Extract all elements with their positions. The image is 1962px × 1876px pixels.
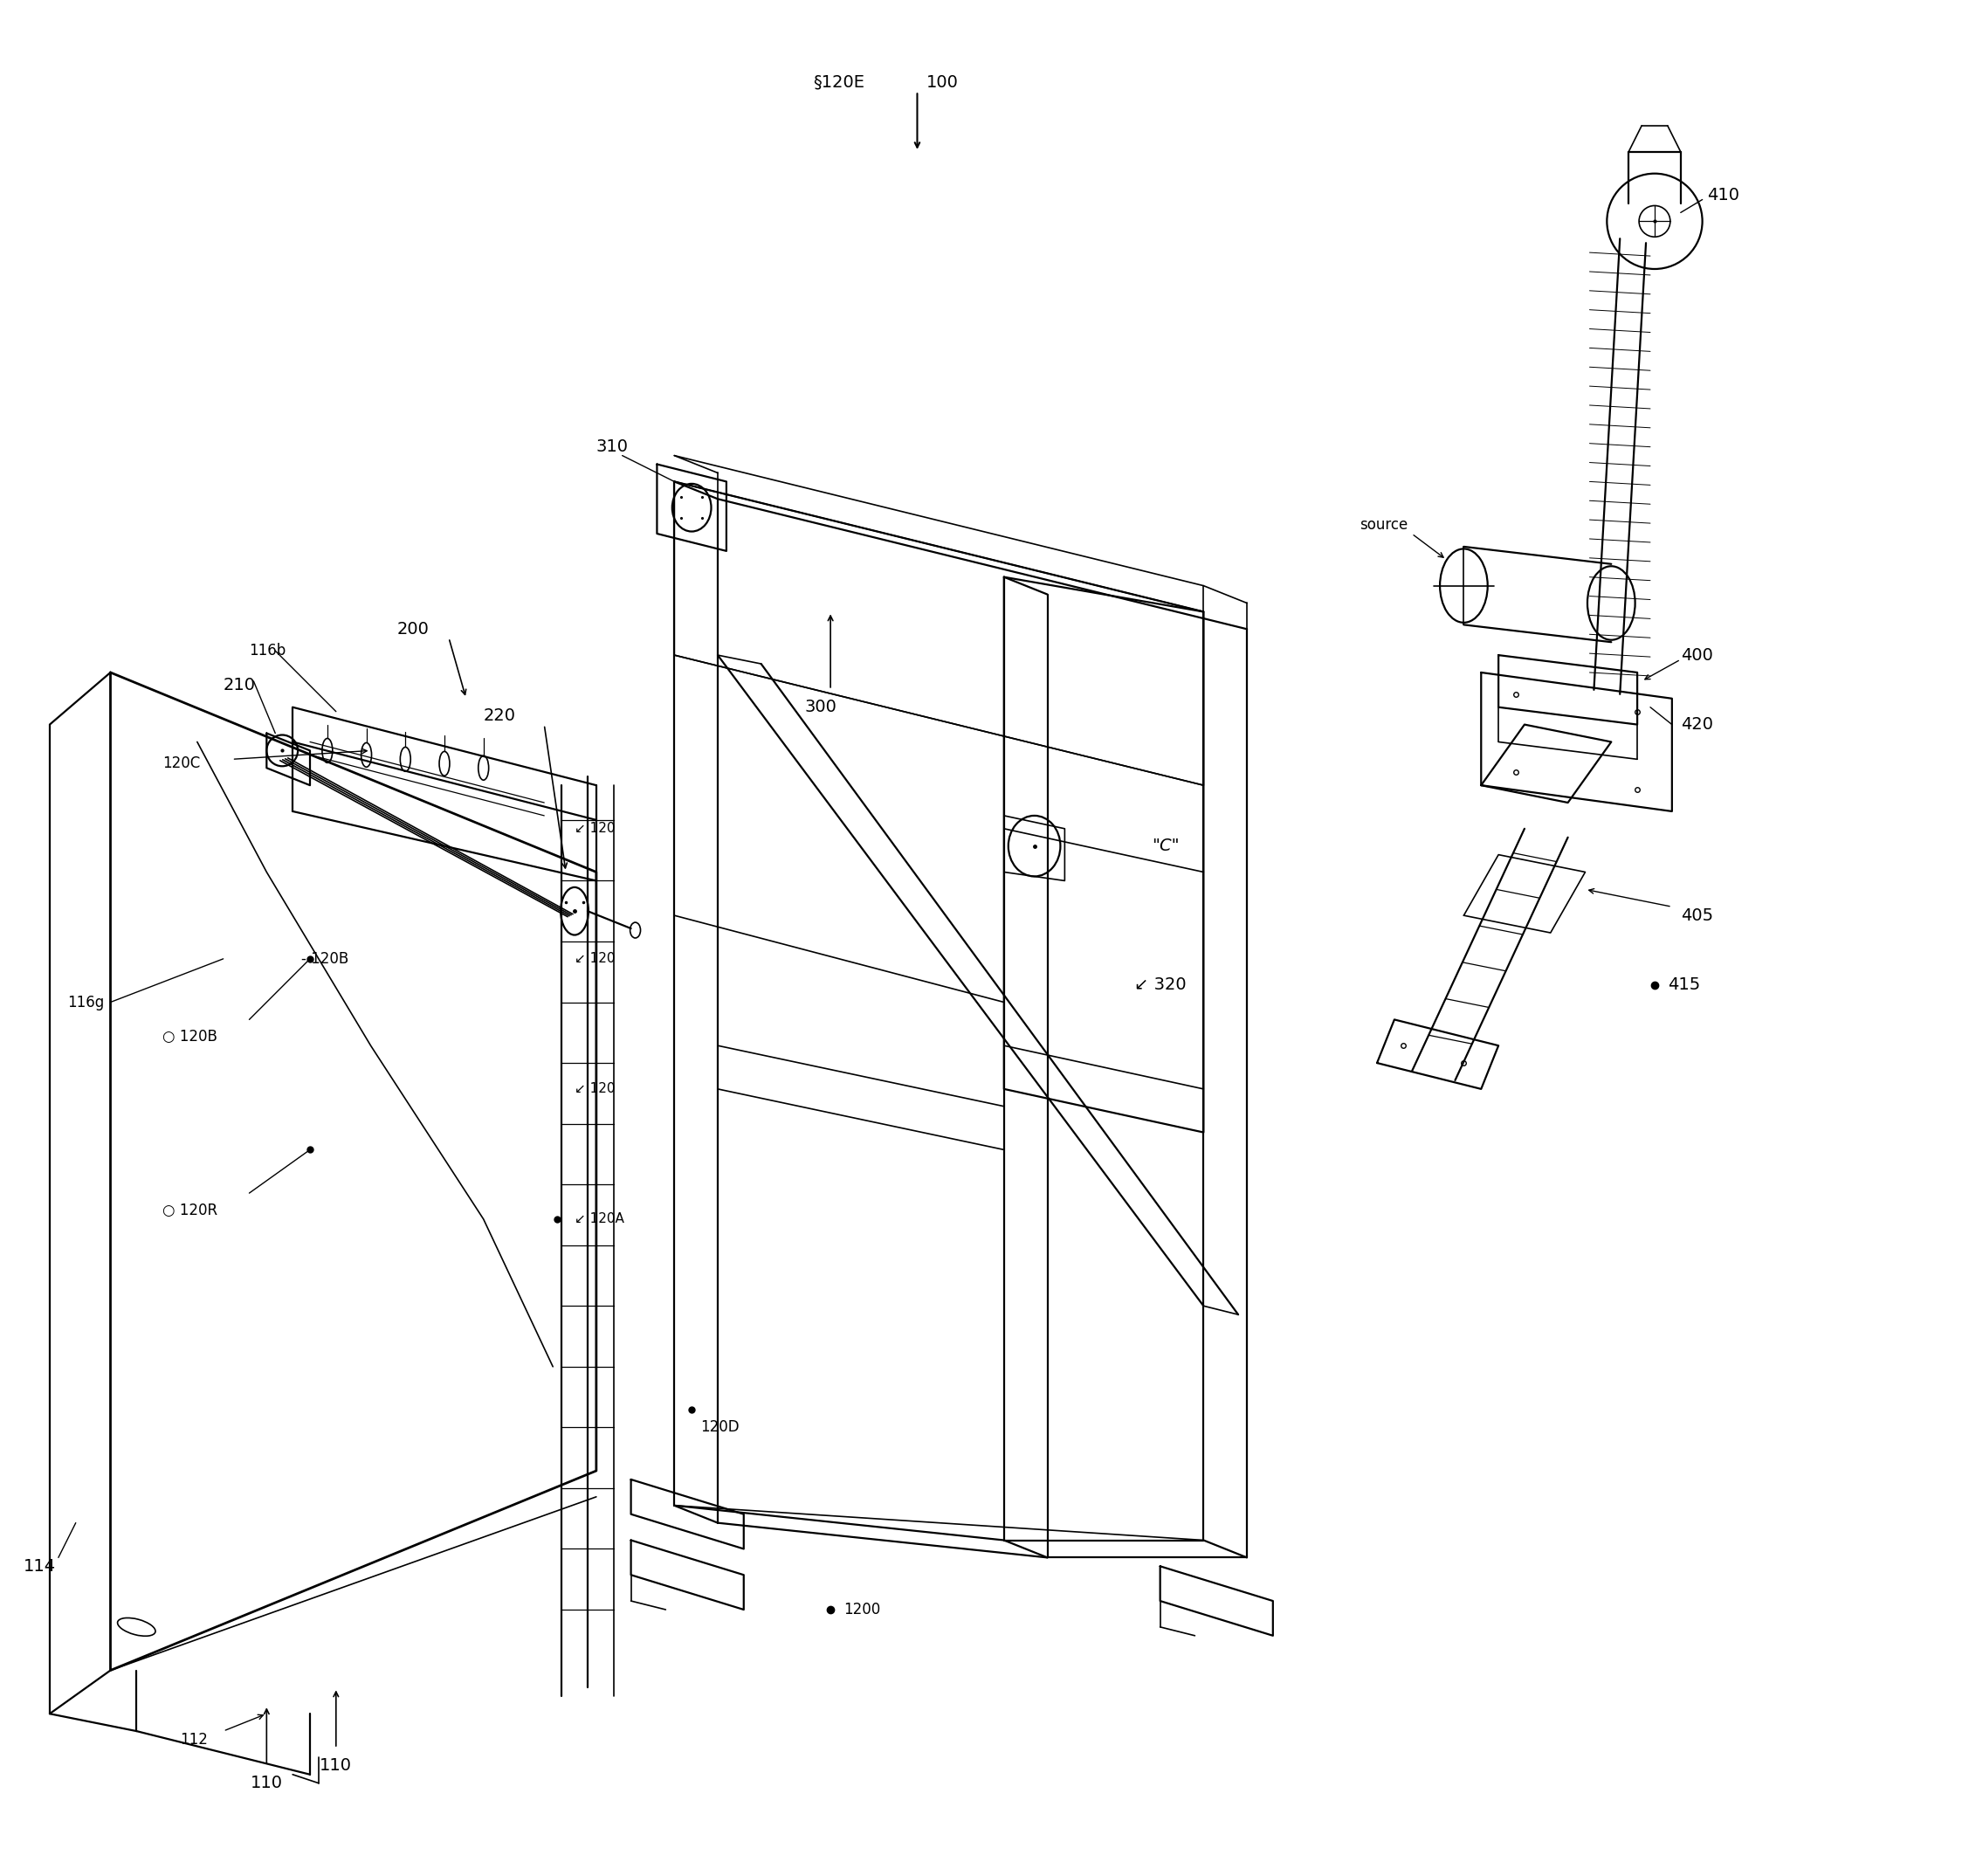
Text: 400: 400 xyxy=(1681,647,1713,664)
Text: ↙ 120: ↙ 120 xyxy=(575,1082,616,1096)
Text: source: source xyxy=(1360,518,1409,533)
Text: 114: 114 xyxy=(24,1557,57,1574)
Text: ↙ 120A: ↙ 120A xyxy=(575,1212,624,1225)
Text: 120D: 120D xyxy=(700,1420,740,1435)
Text: ↙ 120: ↙ 120 xyxy=(575,953,616,966)
Text: 310: 310 xyxy=(596,439,628,456)
Text: 1200: 1200 xyxy=(844,1602,881,1617)
Text: ○ 120R: ○ 120R xyxy=(163,1203,218,1218)
Text: 410: 410 xyxy=(1707,188,1738,203)
Text: 300: 300 xyxy=(804,700,836,715)
Text: "C": "C" xyxy=(1152,839,1179,854)
Text: 116g: 116g xyxy=(67,994,104,1009)
Text: 420: 420 xyxy=(1681,717,1713,734)
Text: 110: 110 xyxy=(320,1758,351,1775)
Text: ↙ 320: ↙ 320 xyxy=(1134,977,1187,992)
Text: 112: 112 xyxy=(181,1732,208,1748)
Text: 200: 200 xyxy=(396,621,430,638)
Text: ↙ 120: ↙ 120 xyxy=(575,822,616,835)
Text: 116b: 116b xyxy=(249,643,286,658)
Text: 120C: 120C xyxy=(163,756,200,771)
Text: ○ 120B: ○ 120B xyxy=(163,1030,218,1045)
Text: - 120B: - 120B xyxy=(302,951,349,966)
Text: 405: 405 xyxy=(1681,908,1713,923)
Text: 415: 415 xyxy=(1668,977,1701,992)
Text: 210: 210 xyxy=(224,677,255,694)
Text: §120E: §120E xyxy=(812,75,865,90)
Text: 220: 220 xyxy=(483,707,516,724)
Text: 110: 110 xyxy=(251,1775,283,1792)
Text: 100: 100 xyxy=(926,75,957,90)
